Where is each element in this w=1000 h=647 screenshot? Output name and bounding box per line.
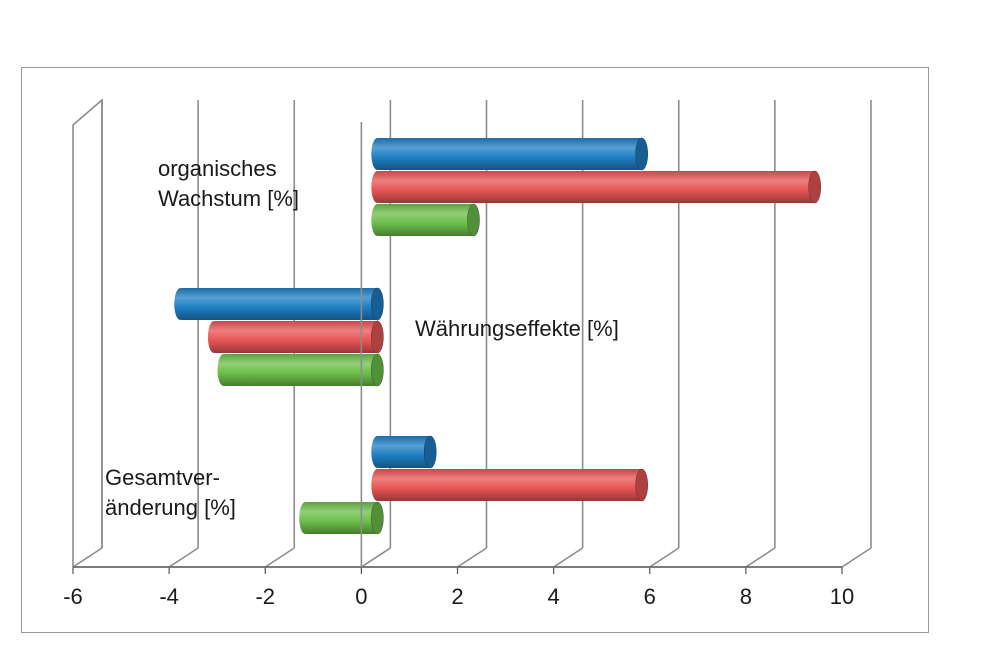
bar-end-cap (635, 468, 648, 502)
bar (299, 501, 384, 535)
bar (371, 435, 437, 469)
side-wall (72, 98, 103, 567)
bar (371, 468, 648, 502)
bar-body (305, 502, 378, 534)
bar (217, 353, 384, 387)
bar-left-cap (174, 288, 187, 320)
bar-left-cap (207, 321, 220, 353)
bar (371, 137, 648, 171)
bar-left-cap (371, 436, 384, 468)
bar (174, 287, 384, 321)
bar-body (377, 204, 474, 236)
bar-left-cap (371, 469, 384, 501)
category-label: Wachstum [%] (158, 186, 299, 211)
x-tick-labels: -6 -4 -2 0 2 4 6 8 10 (63, 584, 854, 609)
bar-body (213, 321, 378, 353)
bar (371, 170, 821, 204)
bar-end-cap (423, 435, 437, 469)
bar-end-cap (808, 170, 821, 204)
category-label: organisches (158, 156, 277, 181)
floor-line (553, 547, 584, 568)
bar-body (377, 171, 815, 203)
x-tick-label: 4 (548, 584, 560, 609)
bar-end-cap (371, 287, 384, 321)
x-tick-label: 2 (451, 584, 463, 609)
bar-body (180, 288, 378, 320)
bar-body (377, 138, 642, 170)
x-tick-label: -6 (63, 584, 83, 609)
bar-end-cap (635, 137, 648, 171)
bar (207, 320, 384, 354)
floor-line (457, 547, 487, 568)
bar-body (223, 354, 378, 386)
x-tick-label: 6 (644, 584, 656, 609)
category-label: änderung [%] (105, 495, 236, 520)
x-tick-label: 8 (740, 584, 752, 609)
bar-left-cap (371, 171, 384, 203)
bar-left-cap (299, 502, 312, 534)
x-tick-label: -4 (159, 584, 179, 609)
x-tick-label: 10 (830, 584, 854, 609)
floor-line (745, 547, 776, 568)
category-labels: organisches Wachstum [%] Währungseffekte [… (105, 156, 619, 520)
category-label: Währungseffekte [%] (415, 316, 619, 341)
floor-line (649, 547, 680, 568)
bar-left-cap (371, 204, 384, 236)
bar (371, 203, 480, 237)
bar-end-cap (371, 501, 384, 535)
bar-body (377, 469, 642, 501)
floor-line (168, 547, 199, 568)
category-label: Gesamtver- (105, 465, 220, 490)
bar-end-cap (467, 203, 480, 237)
bar-body (377, 436, 431, 468)
bar-left-cap (371, 138, 384, 170)
bar-end-cap (371, 353, 384, 387)
floor-line (72, 547, 103, 568)
chart-frame (21, 67, 929, 633)
bar-end-cap (371, 320, 384, 354)
bar-left-cap (217, 354, 230, 386)
bars (174, 122, 821, 567)
floor-line (360, 547, 391, 568)
floor-line (841, 547, 872, 568)
x-tick-label: -2 (255, 584, 275, 609)
x-tick-label: 0 (355, 584, 367, 609)
floor-line (264, 547, 295, 568)
